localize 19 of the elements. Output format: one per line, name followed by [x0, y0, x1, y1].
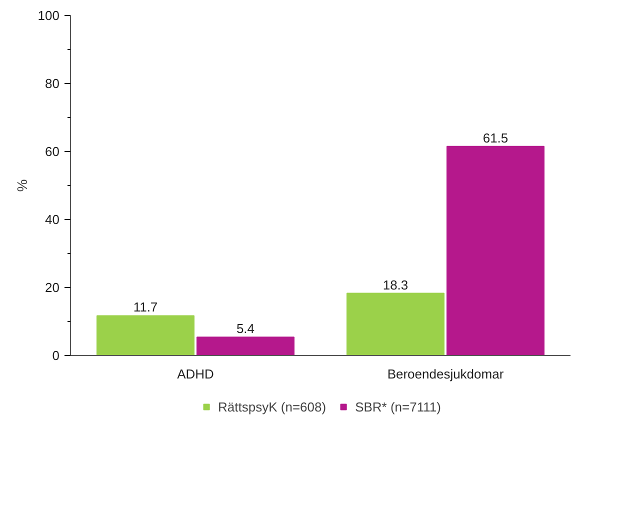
y-tick-label: 100 — [38, 8, 60, 23]
x-tick-label: Beroendesjukdomar — [387, 366, 504, 382]
data-label: 61.5 — [482, 130, 508, 146]
bar — [196, 336, 294, 356]
y-axis-title: % — [14, 179, 30, 192]
y-tick-label: 60 — [45, 144, 60, 159]
bar — [446, 146, 544, 356]
data-label: 18.3 — [382, 277, 408, 292]
y-tick-label: 20 — [45, 280, 60, 295]
y-tick-label: 0 — [52, 348, 60, 363]
x-tick-label: ADHD — [177, 366, 214, 382]
data-label: 5.4 — [236, 321, 255, 336]
legend-label: SBR* (n=7111) — [355, 399, 441, 414]
bar — [96, 315, 194, 356]
legend-label: RättspsyK (n=608) — [218, 399, 326, 414]
y-tick-label: 80 — [45, 76, 60, 91]
y-tick-label: 40 — [45, 212, 60, 227]
data-label: 11.7 — [133, 300, 158, 315]
bar — [346, 292, 444, 356]
